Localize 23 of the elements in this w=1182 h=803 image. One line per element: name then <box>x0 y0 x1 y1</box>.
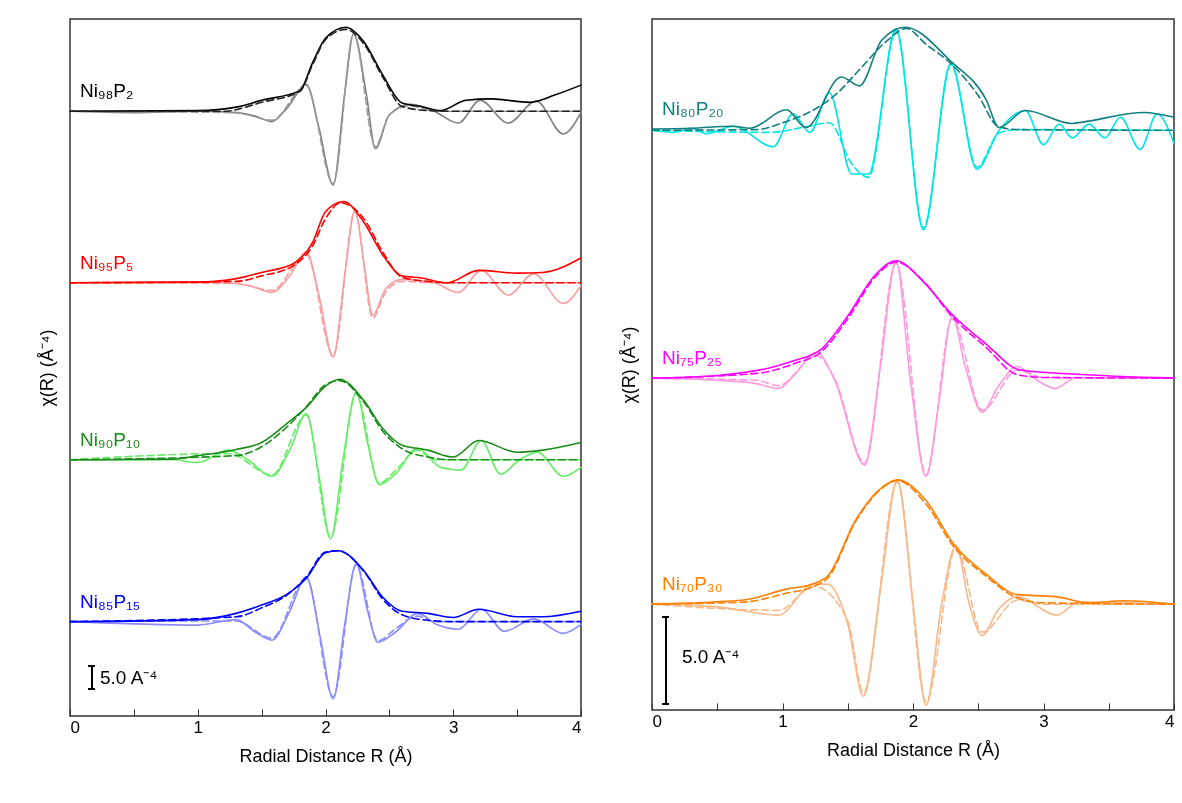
x-tick-label: 3 <box>449 717 459 737</box>
series-label: Ni₉₈P₂ <box>80 80 134 102</box>
annotation: 5.0 A⁻⁴ <box>682 646 740 667</box>
x-tick-label: 2 <box>321 717 331 737</box>
series-label: Ni₇₀P₃₀ <box>662 573 723 595</box>
x-tick-label: 1 <box>778 711 788 731</box>
series-label: Ni₈₅P₁₅ <box>80 590 141 612</box>
x-axis-title: Radial Distance R (Å) <box>239 745 413 766</box>
x-axis-title: Radial Distance R (Å) <box>826 739 1001 760</box>
x-tick-label: 3 <box>1039 711 1049 731</box>
x-tick-label: 4 <box>1165 711 1175 731</box>
x-tick-label: 4 <box>572 717 582 737</box>
series-label: Ni₇₅P₂₅ <box>662 347 722 369</box>
y-axis-title: χ(R) (Å⁻⁴) <box>36 329 57 407</box>
x-tick-label: 0 <box>70 717 80 737</box>
x-tick-label: 0 <box>652 711 662 731</box>
series-label: Ni₈₀P₂₀ <box>662 97 724 119</box>
series-label: Ni₉₀P₁₀ <box>80 428 141 450</box>
x-tick-label: 1 <box>193 717 203 737</box>
annotation: 5.0 A⁻⁴ <box>100 667 158 688</box>
x-tick-label: 2 <box>908 711 919 731</box>
series-label: Ni₉₅P₅ <box>80 251 134 273</box>
y-axis-title: χ(R) (Å⁻⁴) <box>618 326 639 404</box>
